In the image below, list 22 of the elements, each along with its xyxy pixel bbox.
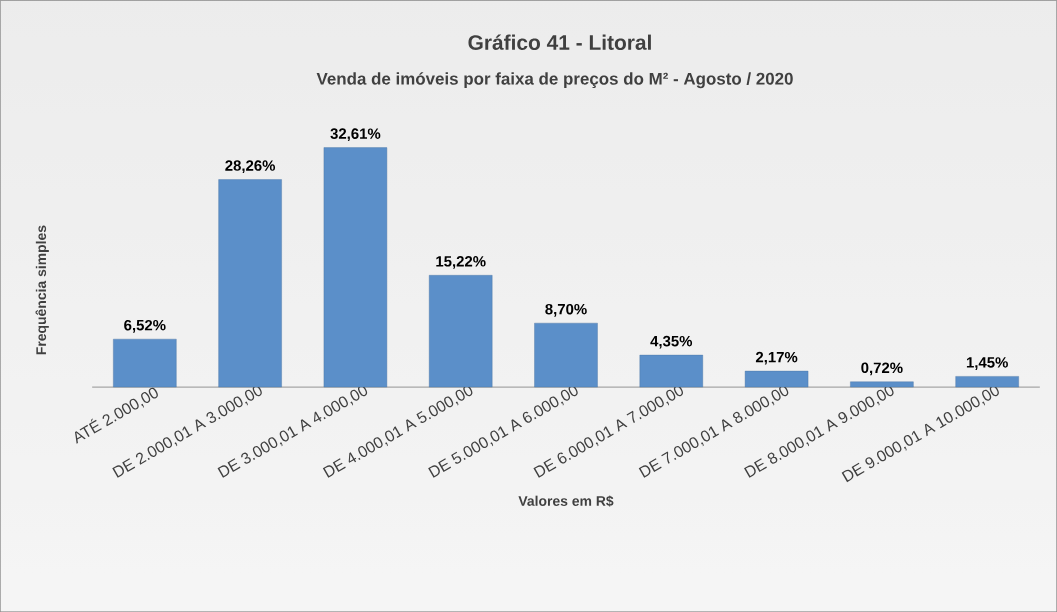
- data-label: 6,52%: [124, 319, 166, 333]
- bar: [429, 275, 493, 388]
- chart-title: Gráfico 41 - Litoral: [468, 34, 651, 50]
- bar: [850, 381, 914, 388]
- bar: [113, 338, 177, 388]
- data-label: 15,22%: [436, 255, 486, 269]
- bar: [534, 322, 598, 388]
- y-axis-title: Frequência simples: [35, 225, 49, 355]
- x-axis-title: Valores em R$: [518, 495, 614, 507]
- bar: [323, 147, 388, 388]
- data-label: 8,70%: [545, 303, 587, 317]
- data-label: 4,35%: [650, 335, 693, 349]
- bar: [955, 376, 1019, 388]
- bar: [218, 179, 282, 388]
- chart-subtitle: Venda de imóveis por faixa de preços do M² - Agosto / 2020: [316, 72, 793, 89]
- data-label: 1,45%: [966, 357, 1008, 370]
- data-label: 28,26%: [225, 160, 276, 173]
- data-label: 32,61%: [330, 128, 381, 142]
- data-label: 2,17%: [755, 351, 798, 365]
- bar: [639, 354, 703, 388]
- data-label: 0,72%: [861, 362, 903, 376]
- bar: [744, 370, 809, 388]
